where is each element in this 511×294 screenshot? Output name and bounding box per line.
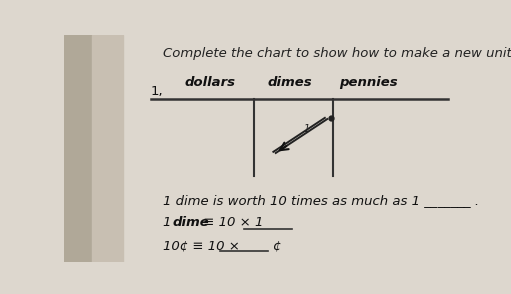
Bar xyxy=(91,35,123,262)
Text: dimes: dimes xyxy=(267,76,312,89)
Bar xyxy=(64,35,91,262)
Text: 10¢ ≡ 10 ×: 10¢ ≡ 10 × xyxy=(163,239,240,252)
Text: Complete the chart to show how to make a new unit.: Complete the chart to show how to make a… xyxy=(163,46,511,60)
Text: 1 dime is worth 10 times as much as 1 _______ .: 1 dime is worth 10 times as much as 1 __… xyxy=(163,194,479,207)
Text: pennies: pennies xyxy=(339,76,398,89)
Text: dollars: dollars xyxy=(185,76,236,89)
Text: 1: 1 xyxy=(163,216,175,229)
Text: 1,: 1, xyxy=(151,85,164,98)
Text: ¢: ¢ xyxy=(272,239,280,252)
Text: ≡ 10 × 1: ≡ 10 × 1 xyxy=(198,216,263,229)
Text: dime: dime xyxy=(173,216,210,229)
Text: 1: 1 xyxy=(304,124,310,134)
